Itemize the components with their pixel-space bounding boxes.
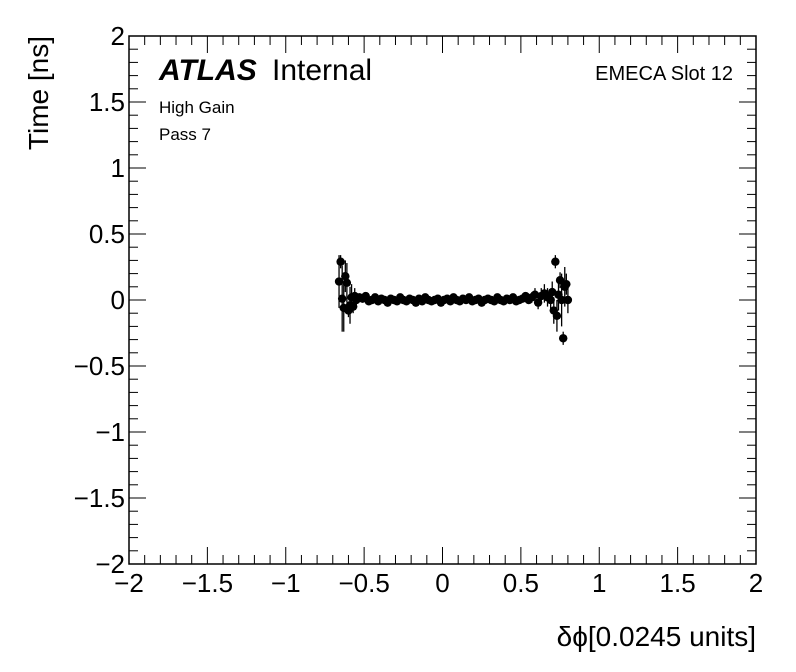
data-point [546,295,555,305]
x-tick-label: 0.5 [503,568,539,598]
x-tick-labels: −2 −1.5 −1 −0.5 0 0.5 1 1.5 2 [114,568,763,598]
data-point [342,278,352,288]
y-tick-label: −1 [95,417,125,447]
data-point [562,279,571,289]
y-tick-label: −2 [95,549,125,579]
y-tick-label: 1.5 [89,87,125,117]
data-point [552,311,562,321]
data-point [555,276,565,285]
data-point [563,295,573,305]
x-tick-label: 1 [592,568,606,598]
x-tick-label: 1.5 [660,568,696,598]
data-point [533,298,543,307]
data-point [336,257,345,266]
y-tick-label: −1.5 [74,483,125,513]
data-points [334,257,573,343]
y-tick-label: 0.5 [89,219,125,249]
data-point [548,287,557,297]
data-point [341,272,350,281]
data-point [557,295,566,305]
data-point [551,257,560,266]
y-tick-labels: −2 −1.5 −1 −0.5 0 0.5 1 1.5 2 [74,21,125,579]
gain-label: High Gain [159,98,235,117]
x-axis-title: δϕ[0.0245 units] [557,621,756,652]
y-axis-title: Time [ns] [23,36,54,150]
data-point [337,294,347,303]
x-tick-label: −2 [114,568,144,598]
internal-label: Internal [272,54,372,87]
data-point [334,277,344,286]
y-tick-label: 2 [111,21,125,51]
y-tick-label: 0 [111,285,125,315]
x-tick-label: 0 [435,568,449,598]
pass-label: Pass 7 [159,125,211,144]
slot-label: EMECA Slot 12 [595,63,733,85]
x-tick-label: −1.5 [182,568,233,598]
x-tick-label: −1 [271,568,301,598]
atlas-label: ATLAS [158,54,257,87]
y-tick-label: −0.5 [74,351,125,381]
x-tick-label: −0.5 [338,568,389,598]
data-point [558,334,568,343]
data-point [530,290,540,299]
x-tick-label: 2 [749,568,763,598]
y-tick-label: 1 [111,153,125,183]
data-point [348,302,358,311]
axis-ticks [128,35,757,565]
